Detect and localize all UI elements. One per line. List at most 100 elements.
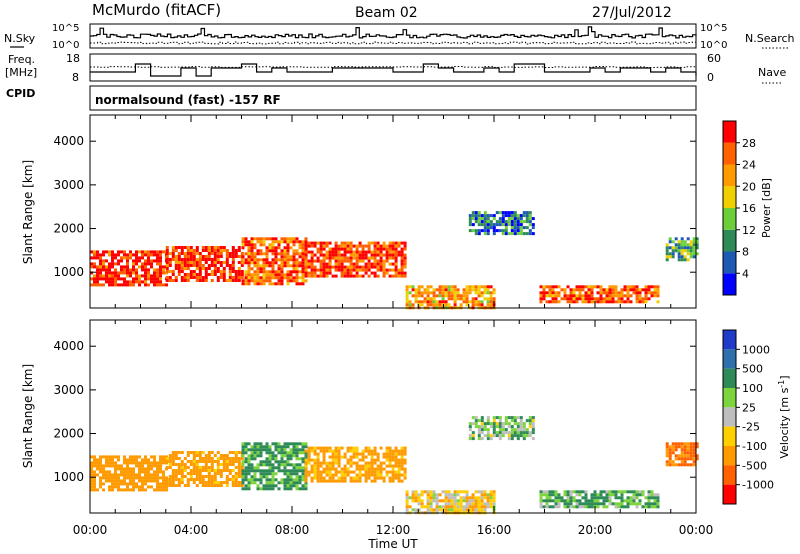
range-cell — [168, 463, 172, 466]
range-cell — [117, 271, 120, 275]
range-cell — [388, 452, 392, 456]
range-cell — [480, 285, 484, 289]
range-cell — [545, 496, 549, 500]
range-cell — [147, 470, 150, 474]
range-cell — [96, 458, 99, 462]
range-cell — [483, 297, 487, 301]
range-cell — [644, 294, 648, 298]
range-cell — [286, 442, 290, 446]
range-cell — [201, 246, 205, 249]
range-cell — [638, 291, 642, 295]
range-cell — [195, 463, 199, 466]
range-cell — [510, 226, 514, 230]
range-cell — [102, 250, 105, 254]
range-cell — [486, 499, 490, 503]
range-cell — [352, 455, 356, 459]
range-cell — [216, 246, 220, 249]
range-cell — [132, 461, 135, 465]
range-cell — [426, 297, 430, 301]
range-cell — [629, 502, 633, 506]
range-cell — [222, 457, 226, 460]
range-cell — [474, 425, 478, 429]
range-cell — [186, 466, 190, 469]
range-cell — [126, 470, 129, 474]
range-cell — [298, 255, 302, 259]
range-cell — [150, 250, 153, 254]
range-cell — [513, 223, 517, 227]
range-cell — [274, 466, 278, 470]
range-cell — [692, 243, 696, 247]
range-cell — [141, 268, 144, 272]
range-cell — [108, 253, 111, 257]
range-cell — [114, 473, 117, 477]
range-cell — [513, 226, 517, 230]
range-cell — [268, 264, 272, 268]
range-cell — [150, 485, 153, 489]
range-cell — [405, 493, 409, 497]
range-cell — [129, 467, 132, 471]
range-cell — [283, 261, 287, 265]
range-cell — [394, 256, 398, 260]
range-cell — [397, 464, 401, 468]
range-cell — [183, 469, 187, 472]
range-cell — [301, 240, 305, 244]
range-cell — [516, 425, 520, 429]
range-cell — [486, 223, 490, 227]
range-cell — [159, 253, 162, 257]
range-cell — [307, 265, 311, 269]
range-cell — [358, 473, 362, 477]
range-cell — [186, 460, 190, 463]
range-cell — [144, 467, 147, 471]
range-cell — [695, 246, 699, 250]
range-cell — [292, 279, 296, 283]
range-cell — [156, 464, 159, 468]
range-cell — [225, 475, 229, 478]
range-cell — [596, 285, 600, 289]
range-cell — [117, 259, 120, 263]
range-cell — [123, 467, 126, 471]
range-cell — [129, 476, 132, 480]
range-cell — [352, 265, 356, 269]
range-cell — [489, 496, 493, 500]
range-cell — [545, 505, 549, 509]
range-cell — [632, 496, 636, 500]
range-cell — [450, 291, 454, 295]
range-cell — [289, 240, 293, 244]
range-cell — [465, 294, 469, 298]
range-cell — [429, 505, 433, 509]
range-cell — [528, 220, 532, 224]
range-cell — [650, 294, 654, 298]
range-cell — [480, 229, 484, 233]
range-cell — [480, 291, 484, 295]
range-cell — [638, 300, 642, 304]
range-cell — [370, 271, 374, 275]
range-cell — [210, 475, 214, 478]
range-cell — [234, 273, 238, 276]
range-cell — [189, 469, 193, 472]
range-cell — [531, 437, 535, 441]
range-cell — [605, 490, 609, 494]
range-cell — [286, 282, 290, 286]
range-cell — [358, 256, 362, 260]
range-cell — [471, 223, 475, 227]
range-cell — [256, 469, 260, 473]
range-cell — [123, 458, 126, 462]
range-cell — [168, 276, 172, 279]
range-cell — [171, 451, 175, 454]
range-cell — [195, 472, 199, 475]
range-cell — [253, 279, 257, 283]
range-cell — [394, 446, 398, 450]
range-cell — [367, 470, 371, 474]
range-cell — [370, 241, 374, 245]
range-cell — [298, 487, 302, 491]
range-cell — [304, 470, 308, 474]
range-cell — [361, 259, 365, 263]
range-cell — [686, 243, 690, 247]
range-cell — [153, 274, 156, 278]
range-cell — [671, 240, 675, 244]
range-cell — [680, 460, 684, 464]
ytick-label: 3000 — [53, 383, 84, 397]
range-cell — [132, 455, 135, 459]
range-cell — [686, 457, 690, 461]
range-cell — [608, 493, 612, 497]
